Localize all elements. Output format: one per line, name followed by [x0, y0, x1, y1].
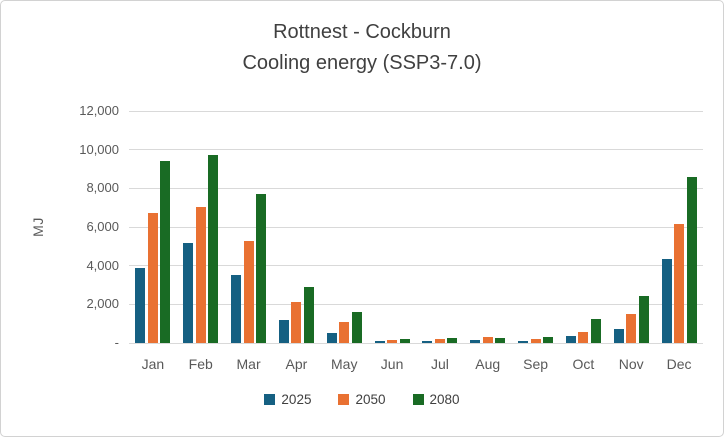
x-tick-label: Oct	[572, 356, 595, 372]
bar-2025-May	[326, 333, 337, 343]
legend: 2025 2050 2080	[1, 392, 723, 407]
legend-label: 2050	[355, 392, 386, 407]
bar-2050-Apr	[291, 302, 302, 343]
legend-item-2025: 2025	[264, 392, 311, 407]
bar-2050-Nov	[626, 314, 637, 343]
bar-2025-Nov	[613, 328, 624, 343]
y-tick-label: 8,000	[86, 180, 119, 196]
bar-2050-Jul	[434, 339, 445, 343]
bar-2080-Nov	[638, 295, 649, 343]
x-tick-label: Jun	[380, 356, 404, 372]
legend-label: 2080	[429, 392, 460, 407]
bar-2025-Feb	[183, 243, 194, 343]
bar-2050-May	[339, 321, 350, 343]
bar-2025-Jan	[135, 267, 146, 343]
bar-2080-Apr	[303, 286, 314, 343]
x-tick-label: Feb	[188, 356, 213, 372]
bar-2050-Feb	[195, 206, 206, 343]
gridline	[129, 187, 703, 189]
x-tick-label: Jul	[430, 356, 449, 372]
gridline	[129, 226, 703, 228]
bar-2050-Jun	[387, 340, 398, 343]
bar-2025-Dec	[661, 258, 672, 343]
bar-2025-Sep	[518, 341, 529, 343]
gridline	[129, 110, 703, 112]
legend-swatch-icon	[264, 394, 276, 405]
bar-2080-Oct	[590, 318, 601, 343]
bar-2050-Dec	[674, 224, 685, 343]
y-tick-label: -	[114, 335, 119, 350]
bar-2025-Oct	[565, 336, 576, 343]
x-tick-label: Nov	[618, 356, 644, 372]
x-tick-label: Sep	[523, 356, 549, 372]
bar-2080-Dec	[686, 176, 697, 343]
legend-label: 2025	[281, 392, 312, 407]
x-tick-label: Jan	[141, 356, 165, 372]
y-tick-label: 6,000	[86, 219, 119, 234]
bar-2025-Mar	[231, 275, 242, 343]
y-tick-label: 4,000	[86, 257, 119, 273]
bar-2050-Aug	[482, 337, 493, 343]
gridline	[129, 265, 703, 267]
chart-title: Rottnest - Cockburn Cooling energy (SSP3…	[1, 17, 723, 79]
bar-2025-Apr	[278, 319, 289, 343]
x-tick-label: May	[331, 356, 358, 372]
x-tick-label: Aug	[475, 356, 501, 372]
bar-2050-Jan	[147, 212, 158, 343]
x-tick-label: Mar	[236, 356, 261, 372]
bar-2025-Aug	[470, 339, 481, 343]
bar-2080-Jul	[447, 337, 458, 343]
chart-title-line1: Rottnest - Cockburn	[273, 21, 451, 43]
bar-2050-Sep	[530, 338, 541, 343]
bar-2025-Jul	[422, 341, 433, 343]
y-tick-label: 10,000	[79, 141, 119, 157]
bar-2080-Sep	[543, 337, 554, 343]
y-tick-label: 2,000	[86, 296, 119, 312]
gridline	[129, 303, 703, 305]
gridline	[129, 342, 703, 344]
legend-swatch-icon	[412, 394, 424, 405]
y-tick-label: 12,000	[79, 103, 119, 118]
bar-2025-Jun	[374, 341, 385, 343]
legend-item-2050: 2050	[338, 392, 386, 407]
bar-2080-May	[351, 312, 362, 343]
bar-2080-Mar	[256, 194, 267, 343]
legend-swatch-icon	[338, 394, 350, 405]
bar-2080-Jun	[399, 339, 410, 343]
bar-2080-Jan	[160, 161, 171, 343]
bar-2050-Mar	[243, 240, 254, 343]
bar-2050-Oct	[578, 331, 589, 343]
chart-title-line2: Cooling energy (SSP3-7.0)	[242, 52, 482, 74]
x-tick-label: Apr	[285, 356, 308, 372]
legend-item-2080: 2080	[412, 392, 460, 407]
bar-2080-Feb	[208, 155, 219, 343]
bar-2080-Aug	[495, 337, 506, 343]
x-tick-label: Dec	[666, 356, 692, 372]
gridline	[129, 149, 703, 151]
